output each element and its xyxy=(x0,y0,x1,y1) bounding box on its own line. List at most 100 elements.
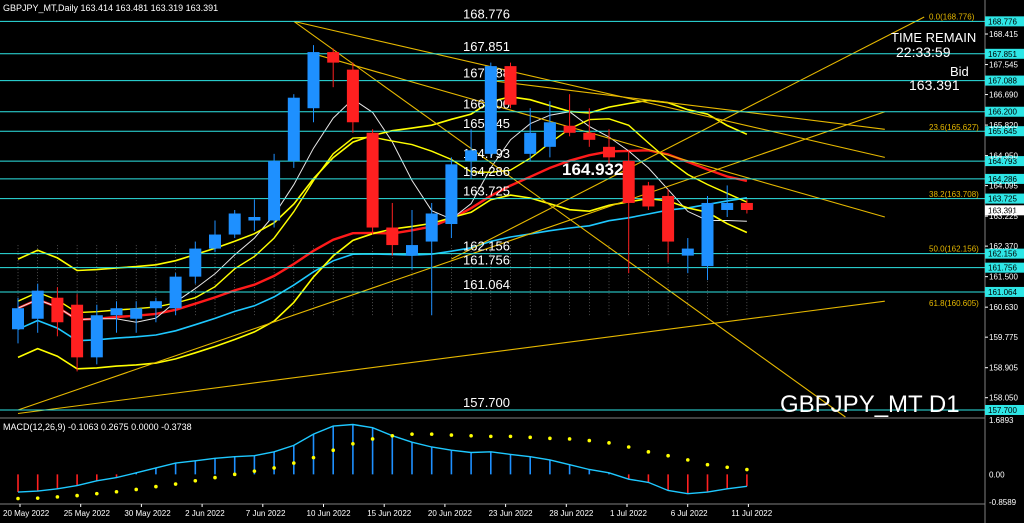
candle-body[interactable] xyxy=(110,308,123,316)
candle-body[interactable] xyxy=(268,160,281,221)
trend-line xyxy=(293,20,885,158)
price-tick-label: 158.050 xyxy=(989,394,1018,403)
ma-red-line xyxy=(17,149,748,321)
candle-body[interactable] xyxy=(465,150,478,161)
macd-signal-dot xyxy=(646,450,651,454)
macd-signal-dot xyxy=(528,435,532,440)
trend-line xyxy=(293,20,846,418)
candle-body[interactable] xyxy=(307,52,320,109)
macd-signal-dot xyxy=(390,433,395,438)
macd-signal-dot xyxy=(154,484,158,489)
fibo-level-label: 23.6(165.627) xyxy=(929,123,979,132)
price-level-tag xyxy=(985,126,1024,137)
price-level-tag-label: 164.793 xyxy=(988,157,1017,166)
macd-signal-dot xyxy=(666,453,670,458)
fibo-level-label: 61.8(160.605) xyxy=(929,299,979,308)
price-level-label: 157.700 xyxy=(463,395,510,410)
candle-body[interactable] xyxy=(51,297,64,323)
macd-signal-dot xyxy=(213,475,217,480)
candle-body[interactable] xyxy=(563,125,576,133)
price-tick-label: 162.370 xyxy=(989,242,1018,251)
macd-line xyxy=(17,423,747,495)
candle-body[interactable] xyxy=(445,164,458,225)
candle-body[interactable] xyxy=(386,227,399,246)
macd-signal-dot xyxy=(292,461,296,465)
macd-panel: 1.6893 0.00 -0.8589 xyxy=(16,416,1017,507)
candle-body[interactable] xyxy=(583,132,596,140)
candle-body[interactable] xyxy=(406,245,418,256)
candle-body[interactable] xyxy=(543,122,556,147)
bid-value: 163.391 xyxy=(909,77,960,93)
macd-signal-dot xyxy=(252,469,257,473)
candle-body[interactable] xyxy=(130,308,143,319)
candle-body[interactable] xyxy=(228,213,241,235)
price-level-label: 167.851 xyxy=(463,39,510,54)
candle-body[interactable] xyxy=(12,308,24,330)
candlestick-series[interactable] xyxy=(12,45,753,372)
candle-body[interactable] xyxy=(642,185,655,207)
price-axis: 168.415 167.545 166.690 165.820 164.950 164.0… xyxy=(985,30,1018,403)
price-level-tag xyxy=(985,156,1024,167)
trend-line xyxy=(17,300,885,415)
macd-signal-dot xyxy=(725,465,729,470)
price-level-tag xyxy=(985,16,1024,27)
candle-body[interactable] xyxy=(169,276,182,309)
candle-body[interactable] xyxy=(149,301,162,309)
candle-body[interactable] xyxy=(425,213,438,242)
price-level-label: 161.064 xyxy=(463,277,510,292)
macd-signal-dot xyxy=(370,437,375,441)
candle-body[interactable] xyxy=(504,66,517,105)
candle-body[interactable] xyxy=(622,160,635,203)
candle-body[interactable] xyxy=(90,315,103,358)
candle-body[interactable] xyxy=(346,69,359,123)
price-level-tag-label: 161.064 xyxy=(988,288,1017,297)
price-tick-label: 164.950 xyxy=(989,152,1018,161)
macd-signal-dot xyxy=(272,466,276,470)
candle-body[interactable] xyxy=(524,132,537,154)
date-label: 25 May 2022 xyxy=(64,509,111,518)
macd-signal-dot xyxy=(705,462,710,467)
candle-body[interactable] xyxy=(366,132,379,228)
macd-signal-dot xyxy=(686,458,690,462)
candle-body[interactable] xyxy=(31,290,44,319)
candle-body[interactable] xyxy=(248,217,261,221)
candle-body[interactable] xyxy=(740,202,753,210)
price-level-label: 164.286 xyxy=(463,164,510,179)
price-level-tag xyxy=(985,48,1024,59)
price-tick-label: 160.630 xyxy=(989,303,1018,312)
price-level-tag-label: 161.756 xyxy=(988,264,1017,273)
candle-body[interactable] xyxy=(189,248,202,277)
symbol-label: GBPJPY_MT D1 xyxy=(780,391,960,418)
level-lines[interactable]: 168.776168.776167.851167.851167.088167.0… xyxy=(0,6,1024,415)
candle-body[interactable] xyxy=(71,304,84,358)
macd-signal-dot xyxy=(331,448,336,453)
macd-signal-dot xyxy=(16,496,20,501)
macd-signal-dot xyxy=(75,493,79,498)
macd-header: MACD(12,26,9) -0.1063 0.2675 0.0000 -0.3… xyxy=(3,422,192,432)
candle-body[interactable] xyxy=(484,66,497,154)
price-level-tag-label: 166.200 xyxy=(988,108,1017,117)
candle-body[interactable] xyxy=(327,52,340,63)
chart-header: GBPJPY_MT,Daily 163.414 163.481 163.319 … xyxy=(3,3,218,13)
time-remain-value: 22:33:59 xyxy=(896,44,951,60)
band-upper-line xyxy=(17,95,748,272)
ma-white-line xyxy=(17,98,747,323)
band-lower-line xyxy=(17,194,748,370)
price-level-tag xyxy=(985,75,1024,86)
candle-body[interactable] xyxy=(287,97,300,161)
price-level-tag-label: 165.645 xyxy=(988,127,1017,136)
candle-body[interactable] xyxy=(603,146,615,158)
price-level-tag xyxy=(985,193,1024,204)
candle-body[interactable] xyxy=(681,248,694,256)
date-label: 23 Jun 2022 xyxy=(489,509,534,518)
candle-body[interactable] xyxy=(701,202,714,267)
trend-line xyxy=(490,80,885,130)
price-level-tag xyxy=(985,404,1024,415)
candle-body[interactable] xyxy=(721,202,734,210)
price-level-tag-label: 163.725 xyxy=(988,195,1017,204)
candle-body[interactable] xyxy=(209,234,221,249)
macd-signal-dot xyxy=(55,495,60,499)
candle-body[interactable] xyxy=(662,195,675,242)
